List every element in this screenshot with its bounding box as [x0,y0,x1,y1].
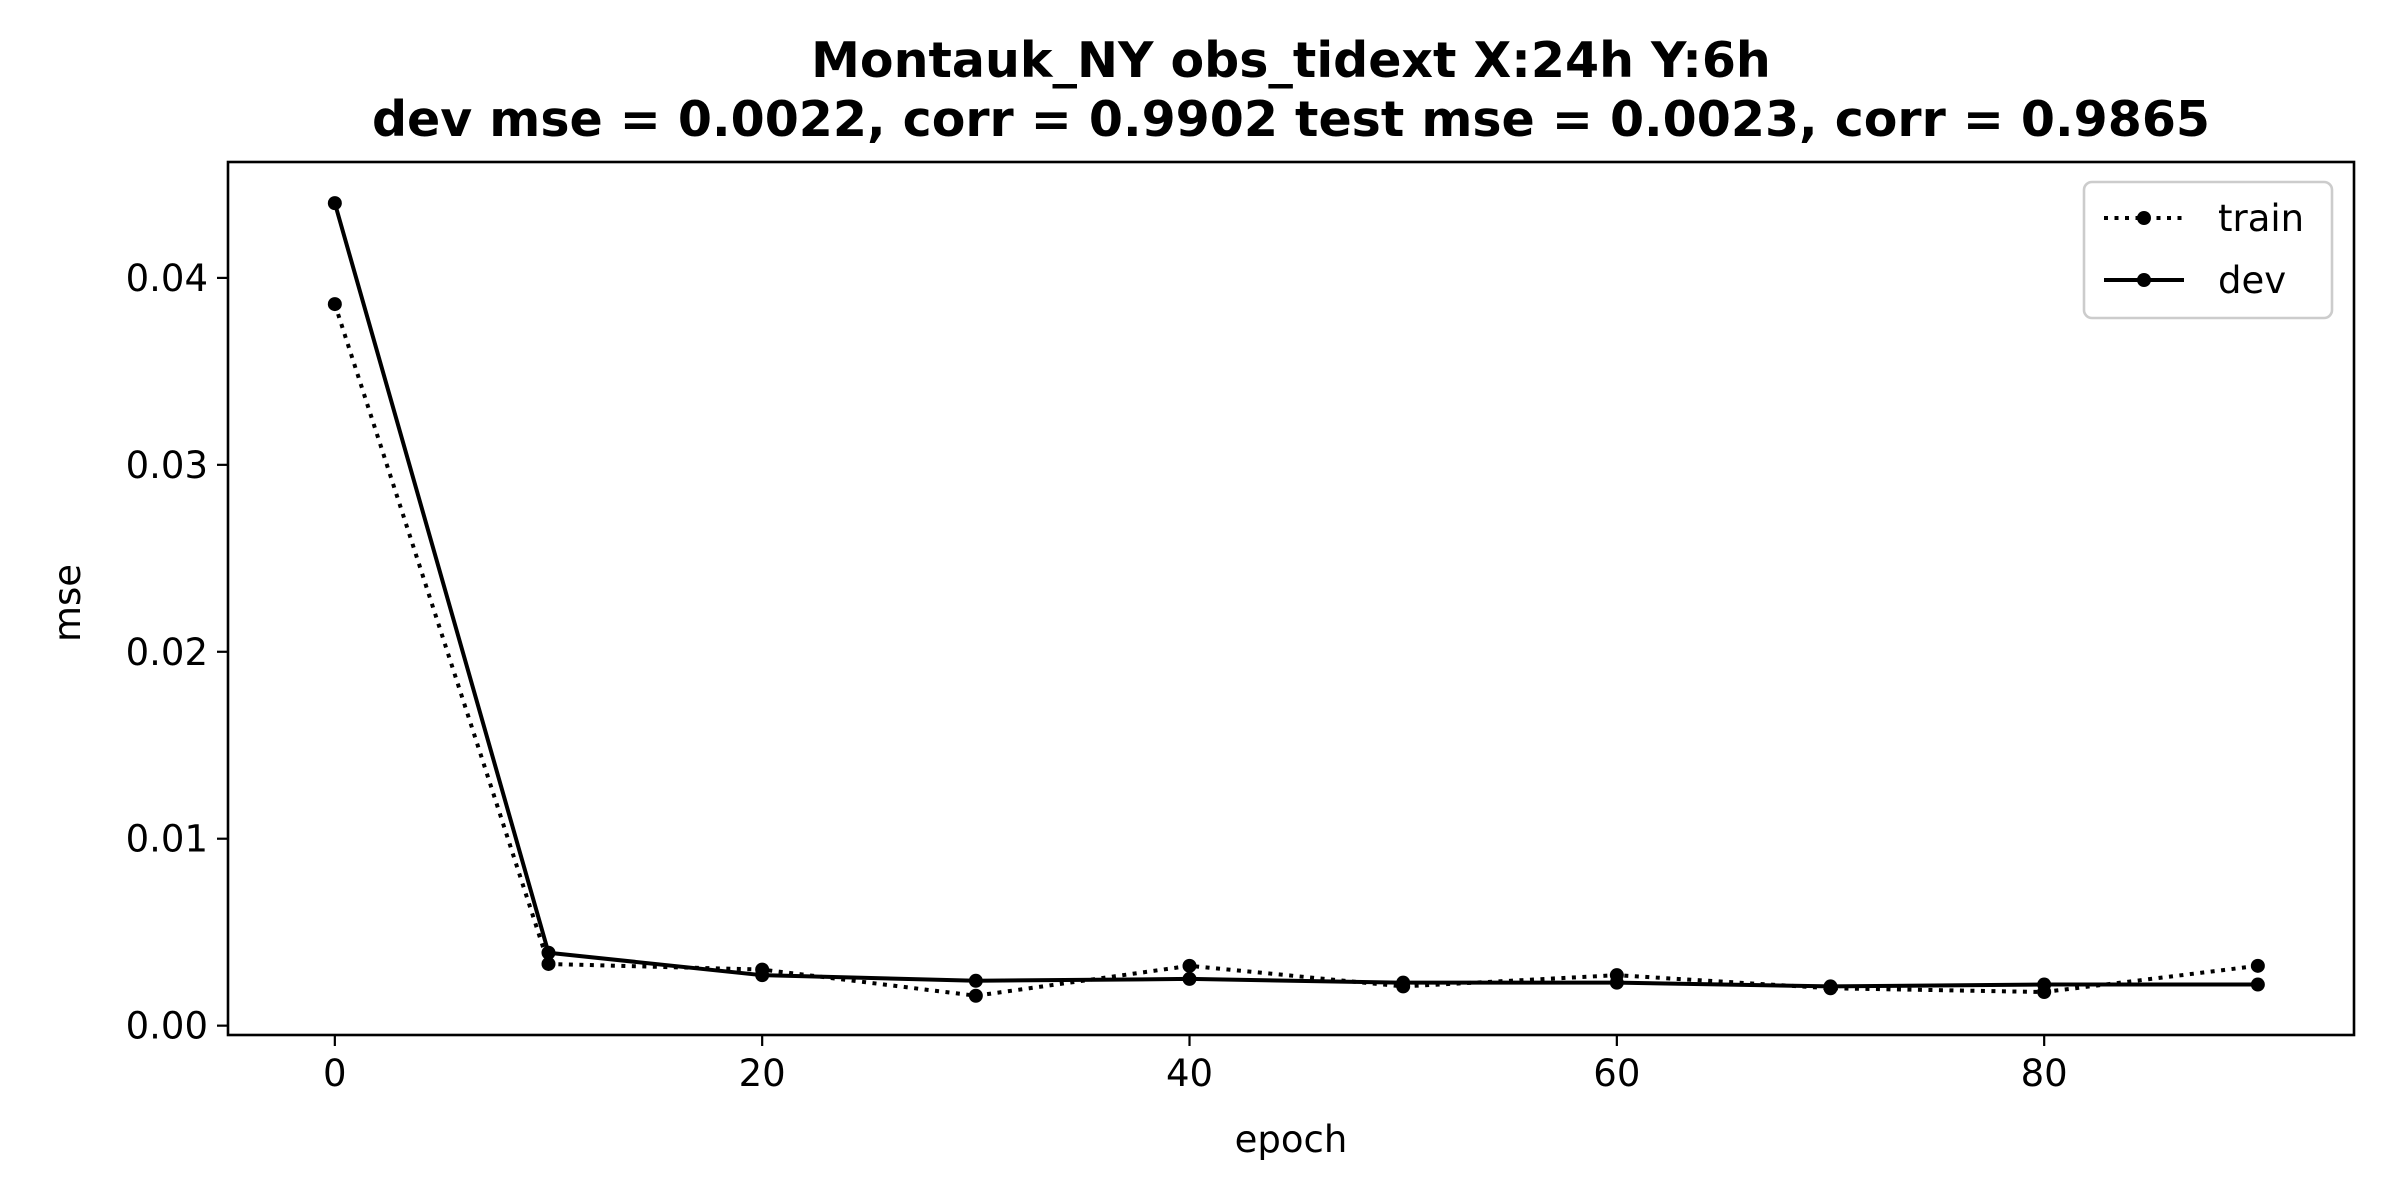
legend-label-dev: dev [2218,259,2286,302]
x-tick-label: 0 [323,1052,347,1095]
legend: train dev [2082,180,2334,320]
data-point-train [541,956,556,971]
x-tick-label: 60 [1593,1052,1640,1095]
chart-title-line-1: Montauk_NY obs_tidext X:24h Y:6h [811,32,1771,89]
y-tick-label: 0.01 [126,818,208,861]
x-axis: 0 20 40 60 80 [323,1035,2068,1095]
data-point-dev [755,968,770,983]
x-axis-label: epoch [1235,1118,1348,1161]
data-point-dev [1182,971,1197,986]
y-axis-label: mse [46,564,89,642]
x-tick-label: 80 [2021,1052,2068,1095]
data-point-train [2250,958,2265,973]
legend-marker-dev [2137,273,2151,287]
y-tick-label: 0.03 [126,444,208,487]
y-axis: 0.00 0.01 0.02 0.03 0.04 [126,257,228,1048]
axes-frame [226,160,2356,1037]
data-point-train [968,988,983,1003]
data-point-dev [541,945,556,960]
data-point-dev [968,973,983,988]
data-point-train [327,297,342,312]
legend-marker-train [2137,211,2151,225]
series-line-dev [332,202,2258,989]
data-point-dev [2250,977,2265,992]
data-point-train [1182,958,1197,973]
y-tick-label: 0.00 [126,1005,208,1048]
legend-label-train: train [2218,197,2304,240]
x-tick-label: 40 [1166,1052,1213,1095]
series-line-train [332,303,2259,998]
data-point-dev [1823,979,1838,994]
y-tick-label: 0.02 [126,631,208,674]
plot-area [327,196,2265,1003]
chart-title-line-2: dev mse = 0.0022, corr = 0.9902 test mse… [372,91,2210,148]
data-point-dev [1396,975,1411,990]
data-point-dev [1609,975,1624,990]
y-tick-label: 0.04 [126,257,208,300]
data-point-dev [2037,977,2052,992]
x-tick-label: 20 [739,1052,786,1095]
data-point-dev [327,196,342,211]
